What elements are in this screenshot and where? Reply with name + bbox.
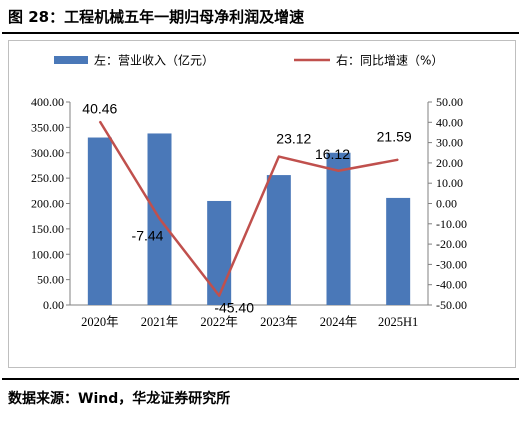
legend-line-label: 右：同比增速（%） bbox=[336, 53, 443, 68]
left-tick-label: 0.00 bbox=[43, 298, 64, 312]
x-tick-label: 2023年 bbox=[260, 315, 298, 329]
x-tick-label: 2024年 bbox=[320, 315, 358, 329]
figure-title: 图 28：工程机械五年一期归母净利润及增速 bbox=[8, 8, 305, 26]
right-tick-label: -20.00 bbox=[436, 237, 467, 251]
growth-point-2025H1 bbox=[397, 159, 399, 161]
growth-data-label: -45.40 bbox=[214, 300, 254, 316]
x-tick-label: 2021年 bbox=[141, 315, 179, 329]
right-tick-label: 50.00 bbox=[436, 95, 463, 109]
chart-frame bbox=[8, 40, 516, 368]
legend-bar-label: 左：营业收入（亿元） bbox=[94, 53, 214, 68]
growth-data-label: -7.44 bbox=[132, 228, 164, 244]
x-tick-label: 2020年 bbox=[81, 315, 119, 329]
growth-point-2020年 bbox=[99, 120, 101, 122]
left-tick-label: 100.00 bbox=[31, 247, 64, 261]
left-tick-label: 250.00 bbox=[31, 171, 64, 185]
data-source: 数据来源：Wind，华龙证券研究所 bbox=[8, 391, 231, 407]
growth-line bbox=[98, 120, 399, 297]
title-rule bbox=[2, 32, 519, 34]
growth-point-2021年 bbox=[159, 218, 160, 220]
bottom-rule bbox=[2, 378, 519, 380]
legend-bar-swatch bbox=[54, 56, 88, 64]
bar-2020年 bbox=[87, 137, 112, 305]
left-tick-label: 400.00 bbox=[31, 95, 64, 109]
right-tick-label: 30.00 bbox=[436, 136, 463, 150]
growth-point-2024年 bbox=[338, 170, 339, 172]
right-tick-label: -30.00 bbox=[436, 257, 467, 271]
right-tick-label: 40.00 bbox=[436, 115, 463, 129]
left-tick-label: 350.00 bbox=[31, 120, 64, 134]
left-tick-label: 50.00 bbox=[37, 273, 64, 287]
x-tick-label: 2025H1 bbox=[378, 315, 418, 329]
right-tick-label: -50.00 bbox=[436, 298, 467, 312]
right-tick-label: -40.00 bbox=[436, 278, 467, 292]
left-tick-label: 200.00 bbox=[31, 197, 64, 211]
growth-point-2023年 bbox=[278, 156, 280, 158]
bar-2025H1 bbox=[386, 197, 411, 305]
growth-data-label: 40.46 bbox=[82, 100, 117, 116]
right-tick-label: -10.00 bbox=[436, 217, 467, 231]
right-tick-label: 0.00 bbox=[436, 197, 457, 211]
left-tick-label: 150.00 bbox=[31, 222, 64, 236]
growth-data-label: 21.59 bbox=[377, 129, 412, 145]
growth-data-label: 16.12 bbox=[315, 146, 350, 162]
growth-data-label: 23.12 bbox=[276, 131, 311, 147]
bar-2022年 bbox=[207, 200, 232, 305]
growth-point-2022年 bbox=[218, 295, 220, 297]
right-tick-label: 20.00 bbox=[436, 156, 463, 170]
x-tick-label: 2022年 bbox=[200, 315, 238, 329]
bar-2023年 bbox=[266, 175, 291, 305]
left-tick-label: 300.00 bbox=[31, 146, 64, 160]
bar-2024年 bbox=[326, 152, 351, 305]
right-tick-label: 10.00 bbox=[436, 176, 463, 190]
